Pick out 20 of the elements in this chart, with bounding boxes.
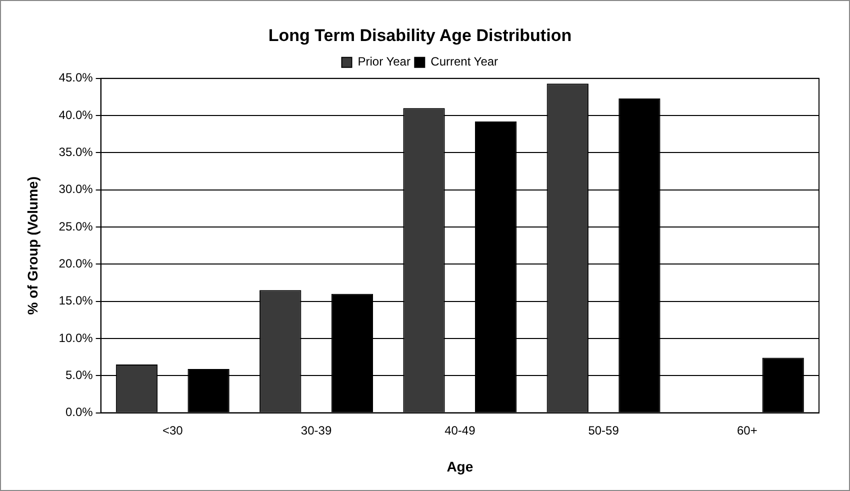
x-tick-label: 40-49 [444,423,476,438]
chart-title: Long Term Disability Age Distribution [268,26,572,45]
legend-label: Current Year [430,54,498,69]
y-axis-title: % of Group (Volume) [24,176,40,315]
y-tick-label: 35.0% [58,145,94,160]
x-tick-label: 30-39 [300,423,332,438]
x-tick-label: 50-59 [588,423,620,438]
legend-label: Prior Year [358,54,410,69]
y-tick-label: 40.0% [58,108,94,122]
y-tick-label: 0.0% [65,405,94,420]
x-tick-label: <30 [162,423,184,438]
y-tick-label: 15.0% [58,294,94,308]
y-tick-label: 5.0% [65,368,94,382]
x-tick-label: 60+ [737,423,758,438]
y-tick-label: 25.0% [58,219,94,234]
y-tick-label: 20.0% [58,256,94,270]
y-tick-label: 45.0% [58,70,94,85]
x-axis-title: Age [446,458,474,474]
y-tick-label: 10.0% [58,330,94,345]
y-tick-label: 30.0% [58,182,94,196]
